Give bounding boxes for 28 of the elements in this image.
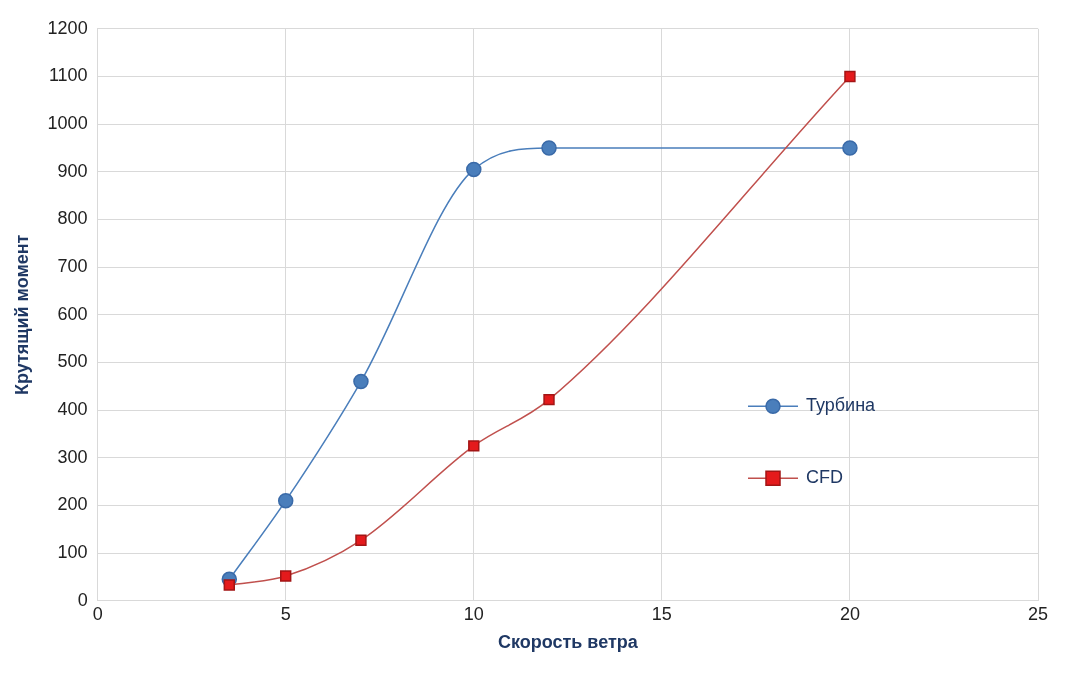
y-tick-label: 100 <box>57 542 88 563</box>
y-tick-label: 900 <box>57 160 88 181</box>
y-tick-label: 300 <box>57 446 88 467</box>
legend-label: Турбина <box>806 395 877 416</box>
x-tick-label: 25 <box>1027 603 1049 624</box>
x-tick-label: 0 <box>92 603 103 624</box>
y-tick-label: 0 <box>77 589 88 610</box>
y-tick-label: 1100 <box>48 65 88 86</box>
x-tick-label: 5 <box>280 603 291 624</box>
point <box>277 492 294 509</box>
x-tick-label: 20 <box>839 603 860 624</box>
legend-label: CFD <box>806 467 843 488</box>
y-axis-title: Крутящий момент <box>11 234 32 396</box>
point <box>842 140 858 156</box>
x-tick-label: 10 <box>463 603 484 624</box>
x-axis-title: Скорость ветра <box>497 632 639 653</box>
y-tick-label: 200 <box>57 494 88 515</box>
point <box>353 373 369 390</box>
y-tick-label: 600 <box>57 303 88 324</box>
x-tick-label: 15 <box>651 603 672 624</box>
y-tick-label: 1000 <box>47 113 88 134</box>
y-tick-label: 1200 <box>47 17 88 38</box>
y-tick-label: 500 <box>57 351 88 372</box>
y-tick-label: 400 <box>57 399 88 420</box>
point <box>466 161 482 178</box>
point <box>541 140 557 156</box>
y-tick-label: 800 <box>57 208 88 229</box>
y-tick-label: 700 <box>57 256 88 277</box>
